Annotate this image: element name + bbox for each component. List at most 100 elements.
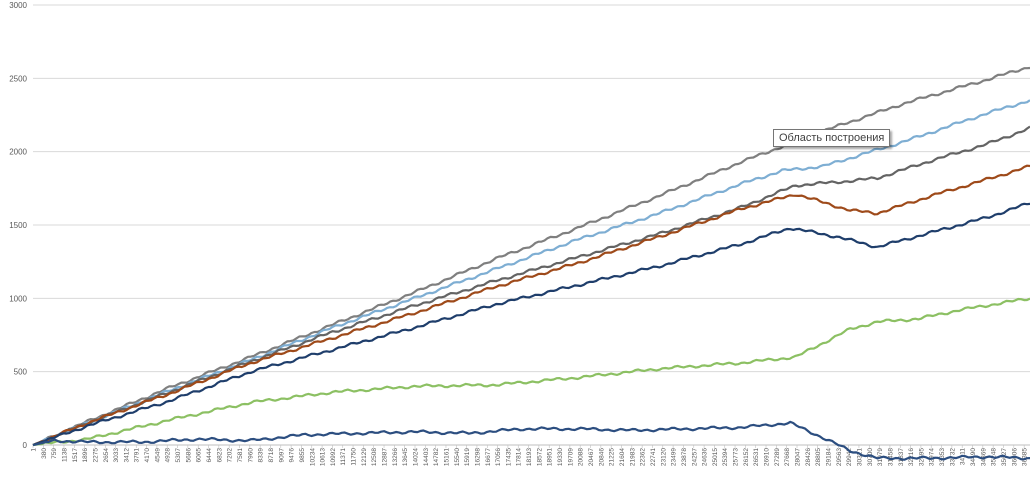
y-tick-label: 2000 — [9, 148, 27, 157]
x-tick-label: 28426 — [805, 448, 812, 466]
x-tick-label: 24257 — [691, 448, 698, 466]
x-tick-label: 32974 — [929, 448, 936, 466]
series-line-5 — [32, 202, 1030, 447]
x-tick-label: 759 — [51, 448, 58, 459]
x-tick-label: 29184 — [825, 448, 832, 466]
x-tick-label: 4549 — [154, 448, 161, 463]
x-tick-label: 26910 — [764, 448, 771, 466]
x-tick-label: 30321 — [856, 448, 863, 466]
x-tick-label: 21983 — [629, 448, 636, 466]
x-tick-label: 23120 — [660, 448, 667, 466]
plot-area[interactable] — [32, 66, 1030, 461]
y-tick-label: 1000 — [9, 294, 27, 303]
x-tick-label: 21225 — [609, 448, 616, 466]
x-tick-label: 33353 — [939, 448, 946, 466]
x-tick-label: 25394 — [722, 448, 729, 466]
x-tick-label: 14782 — [433, 448, 440, 466]
y-tick-label: 1500 — [9, 221, 27, 230]
x-tick-label: 7202 — [227, 448, 234, 463]
x-tick-label: 26152 — [743, 448, 750, 466]
x-tick-label: 3412 — [123, 448, 130, 463]
x-tick-label: 2654 — [103, 448, 110, 463]
y-tick-label: 500 — [14, 368, 28, 377]
x-tick-label: 380 — [41, 448, 48, 459]
x-tick-label: 31837 — [898, 448, 905, 466]
x-tick-label: 20846 — [598, 448, 605, 466]
x-tick-label: 29563 — [836, 448, 843, 466]
x-tick-label: 29942 — [846, 448, 853, 466]
x-tick-label: 14024 — [413, 448, 420, 466]
x-tick-label: 20467 — [588, 448, 595, 466]
x-tick-label: 22741 — [650, 448, 657, 466]
x-tick-label: 12508 — [371, 448, 378, 466]
x-tick-label: 28047 — [795, 448, 802, 466]
x-tick-label: 17435 — [505, 448, 512, 466]
x-tick-label: 19709 — [567, 448, 574, 466]
x-tick-label: 4170 — [144, 448, 151, 463]
x-tick-label: 13645 — [402, 448, 409, 466]
x-tick-label: 18193 — [526, 448, 533, 466]
x-tick-label: 3791 — [134, 448, 141, 463]
series-line-6 — [32, 297, 1030, 447]
x-tick-label: 20088 — [578, 448, 585, 466]
tooltip-label: Область построения — [779, 132, 885, 144]
x-tick-label: 15540 — [454, 448, 461, 466]
x-tick-label: 23499 — [671, 448, 678, 466]
x-tick-label: 19330 — [557, 448, 564, 466]
x-tick-label: 10234 — [309, 448, 316, 466]
x-tick-label: 6823 — [216, 448, 223, 463]
x-tick-label: 34869 — [980, 448, 987, 466]
x-tick-label: 18572 — [536, 448, 543, 466]
gridlines — [33, 4, 1030, 446]
x-tick-label: 26531 — [753, 448, 760, 466]
x-tick-label: 31458 — [887, 448, 894, 466]
x-tick-label: 22362 — [640, 448, 647, 466]
x-tick-label: 30700 — [867, 448, 874, 466]
x-tick-label: 16677 — [485, 448, 492, 466]
x-tick-label: 17814 — [516, 448, 523, 466]
y-axis: 0 500 1000 1500 2000 2500 3000 — [9, 1, 27, 450]
x-tick-label: 10613 — [320, 448, 327, 466]
x-tick-label: 1896 — [82, 448, 89, 463]
x-tick-label: 15919 — [464, 448, 471, 466]
x-tick-label: 28805 — [815, 448, 822, 466]
y-tick-label: 3000 — [9, 1, 27, 10]
y-tick-label: 0 — [23, 441, 28, 450]
x-tick-label: 1517 — [72, 448, 79, 463]
x-tick-label: 5307 — [175, 448, 182, 463]
x-tick-label: 8718 — [268, 448, 275, 463]
series-line-7 — [32, 420, 1030, 461]
x-tick-label: 5686 — [185, 448, 192, 463]
x-tick-label: 9097 — [278, 448, 285, 463]
x-tick-label: 11371 — [340, 448, 347, 466]
x-tick-label: 4928 — [165, 448, 172, 463]
x-tick-label: 9476 — [289, 448, 296, 463]
series-line-4 — [32, 164, 1030, 447]
x-tick-label: 2275 — [92, 448, 99, 463]
plot-area-tooltip: Область построения — [773, 129, 891, 147]
x-tick-label: 1 — [31, 448, 38, 452]
y-tick-label: 2500 — [9, 74, 27, 83]
x-tick-label: 11750 — [351, 448, 358, 466]
series-line-3 — [32, 125, 1030, 447]
x-tick-label: 10992 — [330, 448, 337, 466]
x-tick-label: 7581 — [237, 448, 244, 463]
x-tick-label: 18951 — [547, 448, 554, 466]
x-tick-label: 1138 — [61, 448, 68, 462]
x-tick-label: 15161 — [443, 448, 450, 466]
x-tick-label: 13266 — [392, 448, 399, 466]
x-tick-label: 12129 — [361, 448, 368, 466]
x-tick-label: 14403 — [423, 448, 430, 466]
x-axis: 1 380 759 1138 1517 1896 2275 2654 3033 3412 3791 4… — [31, 445, 1029, 466]
x-tick-label: 8339 — [258, 448, 265, 463]
x-tick-label: 27668 — [784, 448, 791, 466]
x-tick-label: 25773 — [733, 448, 740, 466]
x-tick-label: 9855 — [299, 448, 306, 463]
series-line-1 — [32, 66, 1030, 447]
x-tick-label: 12887 — [382, 448, 389, 466]
x-tick-label: 6065 — [196, 448, 203, 463]
x-tick-label: 24636 — [702, 448, 709, 466]
x-tick-label: 3033 — [113, 448, 120, 463]
x-tick-label: 25015 — [712, 448, 719, 466]
